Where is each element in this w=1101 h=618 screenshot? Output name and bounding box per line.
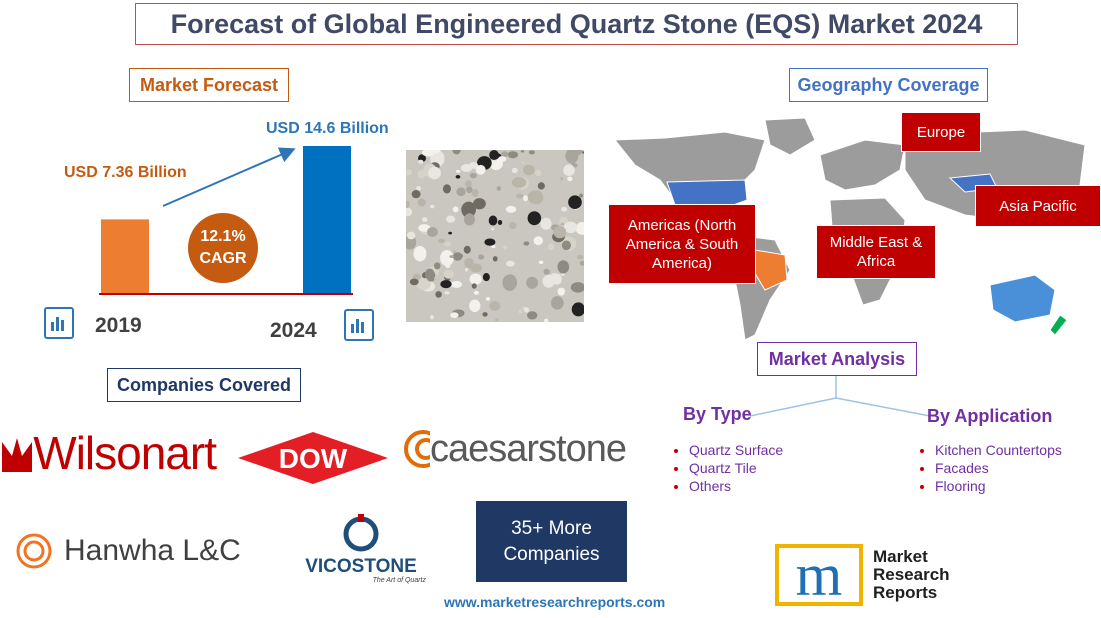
vicostone-mark-icon xyxy=(343,514,379,552)
list-item: Kitchen Countertops xyxy=(935,442,1062,458)
value-2019-label: USD 7.36 Billion xyxy=(64,164,187,181)
market-forecast-label: Market Forecast xyxy=(129,68,289,102)
quartz-stone-image xyxy=(406,150,584,322)
bar-2019 xyxy=(101,219,149,294)
vicostone-tagline: The Art of Quartz xyxy=(372,577,426,584)
forecast-bar-chart xyxy=(99,146,353,295)
more-line-2: Companies xyxy=(503,543,600,565)
cagr-value: 12.1% xyxy=(200,228,246,245)
year-2019: 2019 xyxy=(95,314,142,337)
growth-arrow xyxy=(162,147,296,207)
region-europe: Europe xyxy=(901,112,981,152)
region-americas: Americas (North America & South America) xyxy=(608,204,756,284)
list-item: Others xyxy=(689,478,783,494)
bar-chart-icon xyxy=(344,309,374,341)
mrr-line-1: Market xyxy=(873,547,928,566)
mrr-mark-icon: m xyxy=(775,544,863,606)
more-line-1: 35+ More xyxy=(511,517,592,539)
website-link[interactable]: www.marketresearchreports.com xyxy=(444,594,666,610)
dow-logo: DOW xyxy=(238,428,388,488)
mrr-line-2: Research xyxy=(873,565,950,584)
type-list: Quartz Surface Quartz Tile Others xyxy=(663,442,783,496)
dow-text: DOW xyxy=(279,443,348,474)
wilsonart-mark-icon xyxy=(2,438,32,472)
page-title: Forecast of Global Engineered Quartz Sto… xyxy=(135,3,1018,45)
bar-chart-icon xyxy=(44,307,74,339)
hanwha-logo: Hanwha L&C xyxy=(8,525,268,577)
geography-coverage-label: Geography Coverage xyxy=(789,68,988,102)
value-2024-label: USD 14.6 Billion xyxy=(266,120,389,137)
by-type-title: By Type xyxy=(683,404,752,424)
market-analysis-label: Market Analysis xyxy=(757,342,917,376)
vicostone-name: VICOSTONE xyxy=(305,556,417,577)
list-item: Facades xyxy=(935,460,1062,476)
more-companies-box: 35+ More Companies xyxy=(476,501,627,582)
bar-2024 xyxy=(303,146,351,294)
companies-covered-label: Companies Covered xyxy=(107,368,301,402)
vicostone-logo: VICOSTONE The Art of Quartz xyxy=(296,512,426,584)
list-item: Quartz Surface xyxy=(689,442,783,458)
caesarstone-mark-icon xyxy=(404,430,430,468)
by-application-title: By Application xyxy=(927,406,1053,426)
cagr-label: CAGR xyxy=(199,250,247,267)
mrr-line-3: Reports xyxy=(873,583,938,602)
mrr-logo: m Market Research Reports xyxy=(775,542,985,608)
analysis-connector xyxy=(749,376,931,417)
year-2024: 2024 xyxy=(270,319,317,342)
wilsonart-logo: Wilsonart xyxy=(0,424,217,482)
list-item: Quartz Tile xyxy=(689,460,783,476)
region-asia-pacific: Asia Pacific xyxy=(975,185,1101,227)
list-item: Flooring xyxy=(935,478,1062,494)
application-list: Kitchen Countertops Facades Flooring xyxy=(909,442,1062,496)
region-middle-east-africa: Middle East & Africa xyxy=(816,225,936,279)
cagr-badge: 12.1% CAGR xyxy=(188,213,258,283)
hanwha-mark-icon xyxy=(16,533,52,569)
caesarstone-logo: caesarstone xyxy=(402,424,627,474)
